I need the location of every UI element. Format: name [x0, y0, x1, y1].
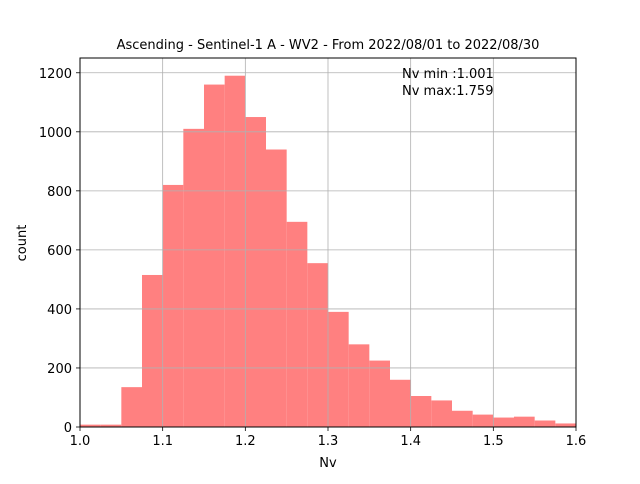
histogram-bar	[348, 344, 370, 427]
histogram-bar	[121, 387, 142, 427]
y-tick-label: 400	[47, 303, 72, 318]
chart-title: Ascending - Sentinel-1 A - WV2 - From 20…	[117, 38, 540, 53]
histogram-bar	[514, 416, 535, 427]
annotation-nv-min: Nv min :1.001	[402, 67, 494, 82]
histogram-bar	[80, 424, 101, 427]
histogram-bar	[100, 424, 122, 427]
histogram-bar	[431, 400, 452, 427]
y-tick-label: 200	[47, 362, 72, 377]
histogram-bar	[162, 184, 184, 427]
y-tick-label: 1200	[39, 67, 72, 82]
histogram-bar	[555, 423, 576, 427]
histogram-bar	[390, 379, 411, 427]
histogram-bar	[410, 396, 432, 427]
histogram-bar	[472, 414, 494, 427]
histogram-bar	[534, 420, 556, 427]
histogram-bar	[328, 311, 349, 427]
histogram-bar	[286, 221, 308, 427]
x-tick-label: 1.0	[70, 434, 91, 449]
histogram-bar	[452, 410, 473, 427]
bars-group	[80, 75, 576, 428]
x-tick-label: 1.3	[318, 434, 339, 449]
histogram-bar	[369, 360, 390, 427]
x-tick-label: 1.5	[483, 434, 504, 449]
x-tick-label: 1.4	[400, 434, 421, 449]
histogram-bar	[142, 274, 163, 427]
x-axis-label: Nv	[319, 456, 337, 471]
histogram-bar	[266, 149, 287, 427]
histogram-bar	[183, 128, 204, 427]
x-tick-label: 1.6	[566, 434, 587, 449]
annotation-nv-max: Nv max:1.759	[402, 84, 493, 99]
histogram-bar	[224, 75, 246, 427]
histogram-bar	[245, 117, 266, 427]
histogram-bar	[493, 417, 514, 427]
histogram-bar	[204, 84, 225, 428]
y-tick-label: 1000	[39, 126, 72, 141]
x-tick-label: 1.2	[235, 434, 256, 449]
histogram-bar	[307, 263, 328, 427]
y-tick-label: 800	[47, 185, 72, 200]
y-tick-label: 0	[64, 421, 72, 436]
ticks-group: 1.0 1.1 1.2 1.3 1.4 1.5 1.6 0 200 400 600 800 1000 12…	[39, 67, 586, 449]
x-tick-label: 1.1	[152, 434, 173, 449]
y-tick-label: 600	[47, 244, 72, 259]
y-axis-label: count	[15, 225, 30, 262]
